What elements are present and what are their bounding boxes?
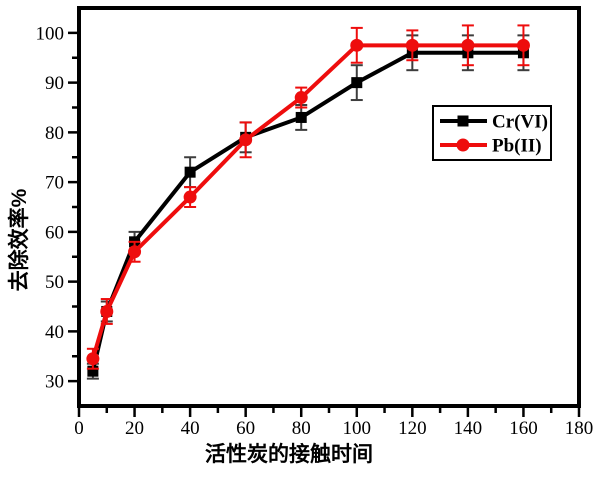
series-cr-vi-square-marker-icon — [87, 365, 99, 377]
x-tick-label: 180 — [565, 418, 594, 439]
series-pb-ii-circle-marker-icon — [100, 304, 114, 318]
legend-cr-square-marker-icon — [457, 115, 469, 127]
series-pb-ii-circle-marker-icon — [350, 38, 364, 52]
x-tick-label: 160 — [509, 418, 538, 439]
series-cr-vi-line — [90, 50, 524, 372]
x-tick-label: 60 — [236, 418, 255, 439]
legend: Cr(VI) Pb(II) — [432, 105, 552, 161]
y-tick-label: 30 — [45, 372, 64, 393]
series-pb-ii — [86, 24, 530, 370]
x-tick-label: 120 — [398, 418, 427, 439]
x-tick-label: 140 — [454, 418, 483, 439]
legend-pb-circle-marker-icon — [456, 138, 470, 152]
series-container — [86, 24, 530, 380]
series-cr-vi — [86, 34, 530, 380]
series-cr-vi-square-marker-icon — [184, 166, 196, 178]
legend-cr-label: Cr(VI) — [492, 112, 548, 133]
x-axis-ticks: 0 20 40 60 80 100 120 140 160 180 — [74, 408, 593, 439]
series-pb-ii-circle-marker-icon — [86, 352, 100, 366]
y-tick-label: 90 — [45, 73, 64, 94]
series-pb-ii-circle-marker-icon — [294, 91, 308, 105]
series-pb-ii-circle-marker-icon — [128, 245, 142, 259]
y-tick-label: 70 — [45, 173, 64, 194]
series-pb-ii-circle-marker-icon — [183, 190, 197, 204]
y-tick-label: 50 — [45, 272, 64, 293]
series-pb-ii-circle-marker-icon — [461, 38, 475, 52]
x-tick-label: 80 — [292, 418, 311, 439]
series-cr-vi-square-marker-icon — [351, 77, 363, 89]
series-pb-ii-circle-marker-icon — [239, 133, 253, 147]
series-cr-vi-square-marker-icon — [295, 111, 307, 123]
series-pb-ii-line — [90, 43, 524, 360]
legend-box — [432, 105, 552, 161]
x-tick-label: 100 — [343, 418, 372, 439]
y-tick-label: 60 — [45, 222, 64, 243]
y-tick-label: 40 — [45, 322, 64, 343]
x-tick-label: 0 — [74, 418, 84, 439]
y-axis-ticks: 30 40 50 60 70 80 90 100 — [36, 23, 77, 393]
series-pb-ii-circle-marker-icon — [405, 38, 419, 52]
y-axis-title: 去除效率% — [7, 188, 31, 291]
y-tick-label: 100 — [36, 23, 65, 44]
y-tick-label: 80 — [45, 123, 64, 144]
x-tick-label: 40 — [181, 418, 200, 439]
legend-pb-label: Pb(II) — [492, 136, 542, 157]
plot-border — [77, 6, 581, 408]
series-pb-ii-circle-marker-icon — [516, 38, 530, 52]
x-axis-title: 活性炭的接触时间 — [205, 442, 373, 466]
x-tick-label: 20 — [125, 418, 144, 439]
